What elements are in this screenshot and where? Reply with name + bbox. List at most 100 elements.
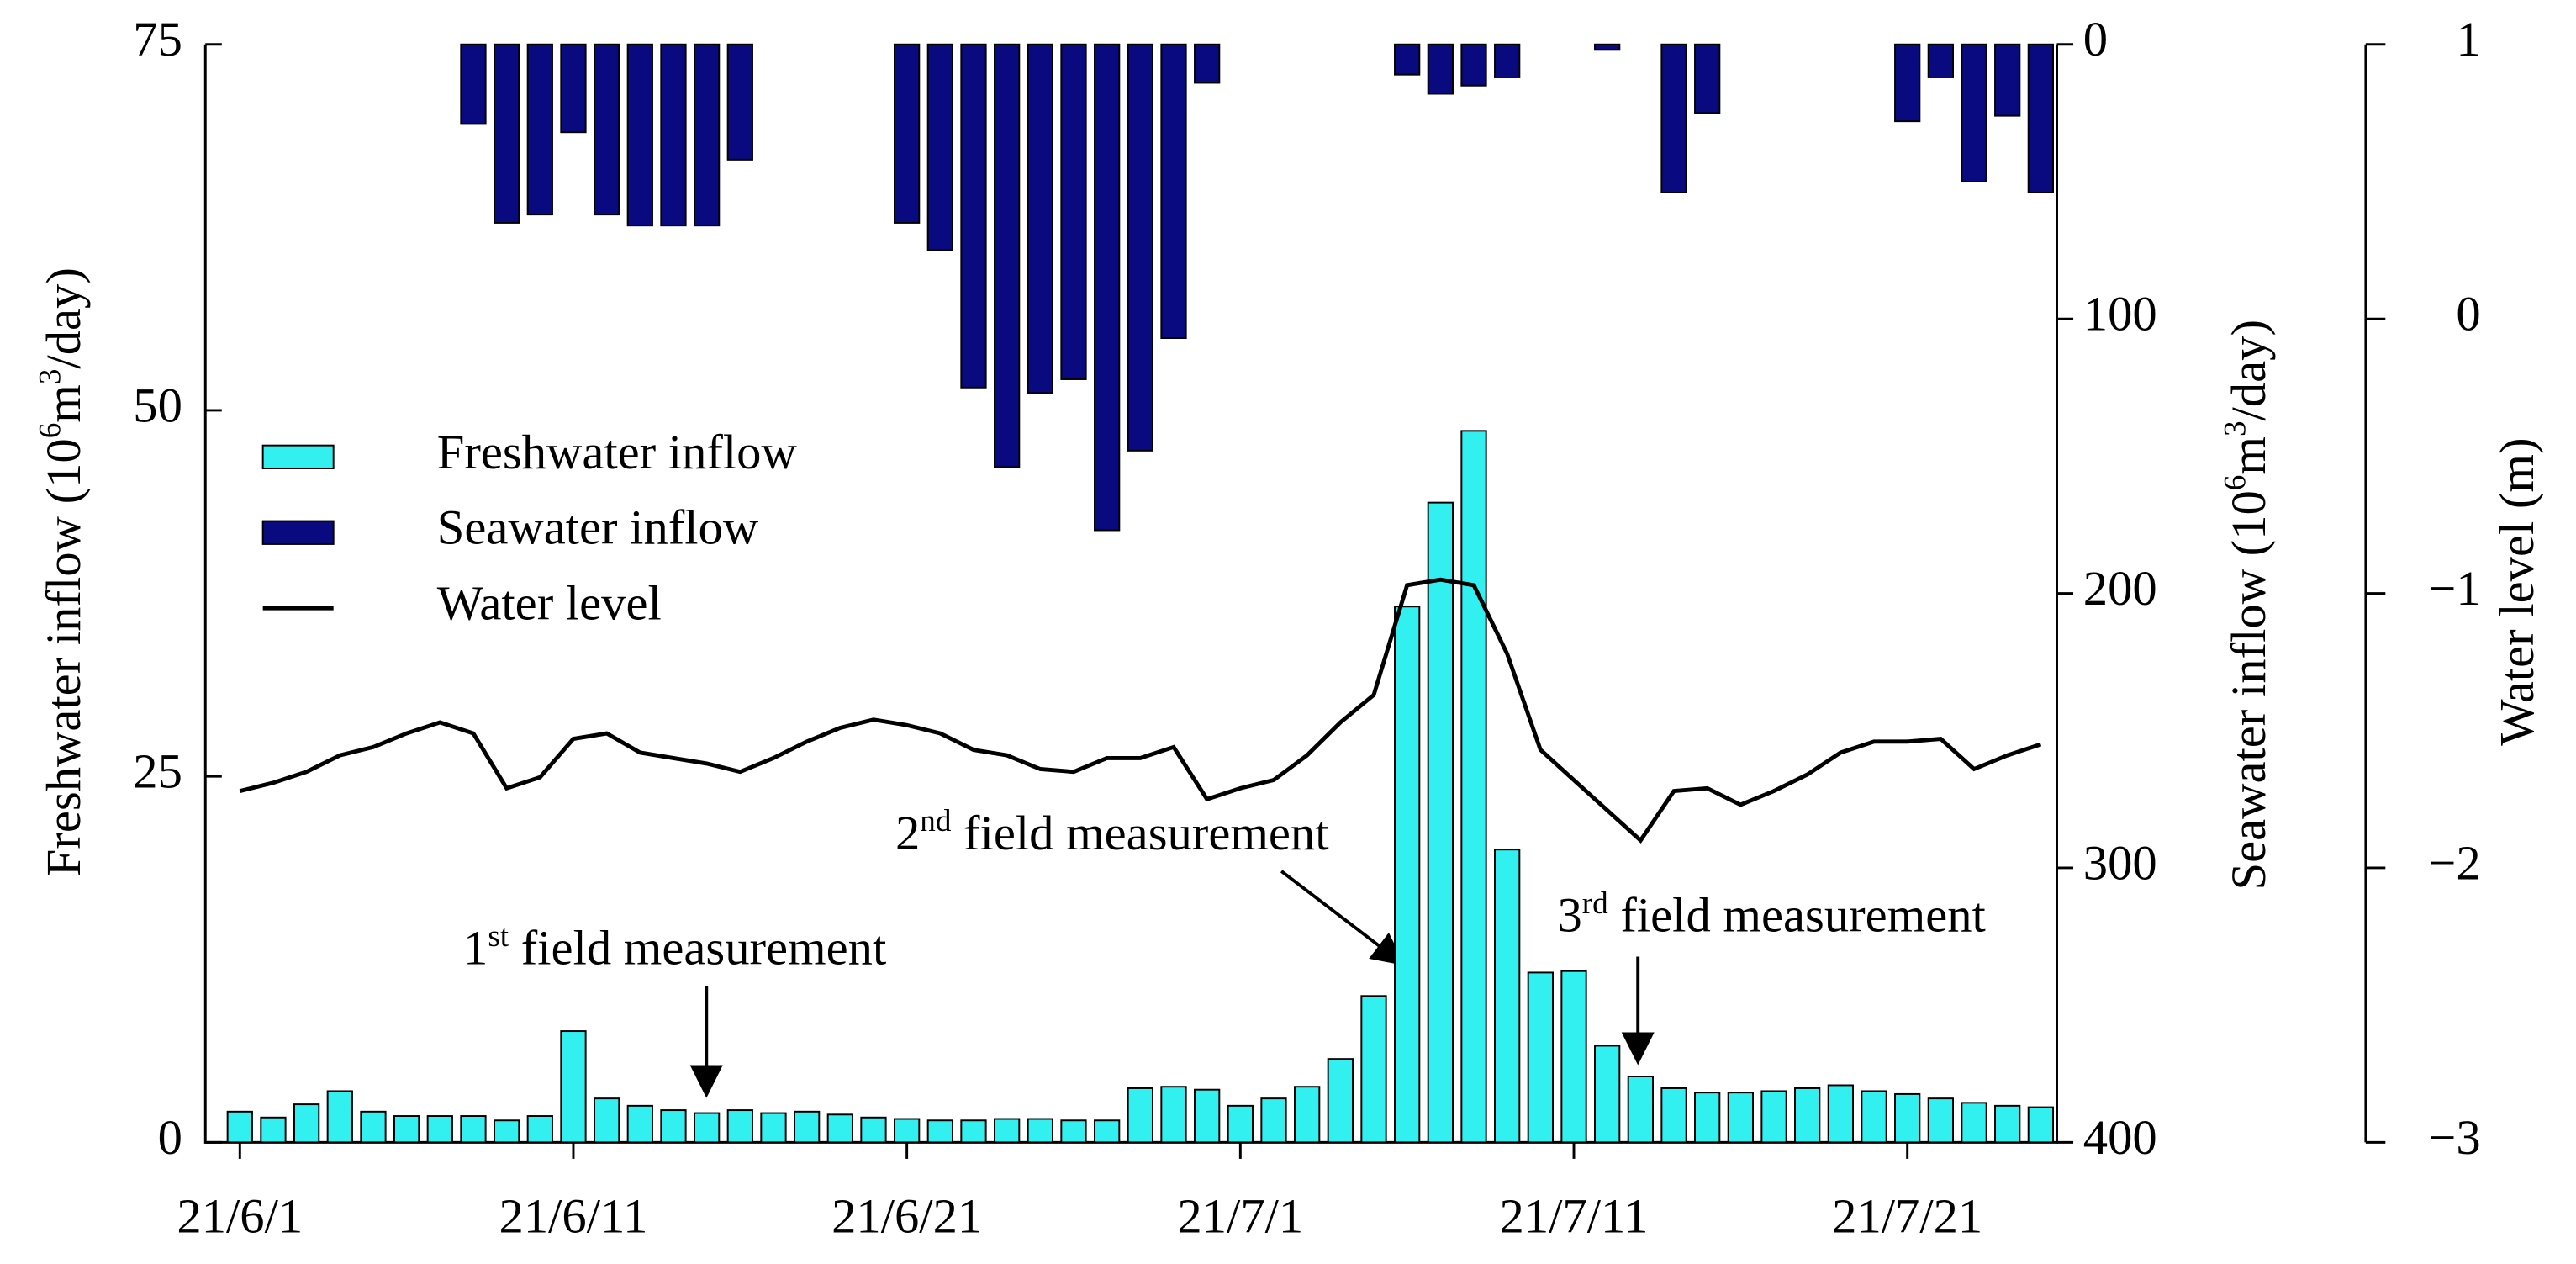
bar <box>860 1116 887 1144</box>
y-tick-label: 0 <box>158 1110 182 1165</box>
bar <box>1260 1097 1287 1144</box>
bar <box>1427 501 1454 1144</box>
bar <box>960 43 987 389</box>
bar <box>726 1109 753 1144</box>
bar <box>594 1097 620 1144</box>
bar <box>994 43 1021 468</box>
y3-tick-label: −1 <box>2428 561 2480 616</box>
x-tick-label: 21/6/1 <box>177 1189 303 1244</box>
bar <box>1760 1090 1787 1144</box>
bar <box>660 1109 687 1144</box>
bar <box>1894 1092 1921 1144</box>
bar <box>1660 1087 1687 1144</box>
bar <box>1660 43 1687 194</box>
legend-label: Freshwater inflow <box>437 425 798 479</box>
bar <box>1927 1097 1954 1144</box>
y2-tick-label: 300 <box>2083 835 2157 890</box>
bar <box>526 43 553 216</box>
bar <box>460 1115 487 1144</box>
bar <box>1694 43 1721 114</box>
bar <box>1794 1087 1821 1144</box>
legend-swatch <box>261 444 335 470</box>
bar <box>393 1115 420 1144</box>
x-tick-label: 21/6/21 <box>831 1189 982 1244</box>
bar <box>926 43 953 251</box>
bar <box>560 1030 587 1144</box>
bar <box>1394 43 1421 76</box>
bar <box>594 43 620 216</box>
bar <box>1094 1119 1121 1144</box>
bar <box>1827 1084 1854 1144</box>
bar <box>560 43 587 134</box>
y2-axis-label: Seawater inflow (106m3/day) <box>2218 320 2276 890</box>
bar <box>894 43 921 224</box>
y3-tick-label: −3 <box>2428 1110 2480 1165</box>
bar <box>1460 430 1487 1144</box>
bar <box>1460 43 1487 87</box>
bar <box>293 1103 320 1144</box>
bar <box>1060 1119 1087 1144</box>
bar <box>726 43 753 161</box>
bar <box>1160 1086 1187 1144</box>
y2-tick-label: 100 <box>2083 287 2157 341</box>
bar <box>526 1115 553 1144</box>
bar <box>1927 43 1954 78</box>
legend-label: Water level <box>437 576 662 631</box>
bar <box>794 1110 821 1144</box>
y2-tick-label: 200 <box>2083 561 2157 616</box>
bar <box>1094 43 1121 532</box>
bar <box>494 1119 520 1144</box>
bar <box>1060 43 1087 380</box>
bar <box>1994 1104 2021 1144</box>
bar <box>1594 1045 1621 1144</box>
bar <box>1694 1092 1721 1144</box>
bar <box>226 1110 253 1144</box>
bar <box>1194 43 1221 84</box>
bar <box>1160 43 1187 339</box>
bar <box>694 43 721 227</box>
x-tick-label: 21/7/21 <box>1832 1189 1982 1244</box>
bar <box>1227 1104 1254 1144</box>
bar <box>1127 43 1153 452</box>
bar <box>894 1118 921 1144</box>
annotation: 1st field measurement <box>463 919 886 976</box>
y3-tick-label: 1 <box>2456 12 2480 66</box>
bar <box>626 1104 653 1144</box>
bar <box>1027 1118 1053 1144</box>
legend-label: Seawater inflow <box>437 500 759 555</box>
bar <box>1894 43 1921 123</box>
y2-tick-label: 0 <box>2083 12 2108 66</box>
bar <box>460 43 487 125</box>
bar <box>2027 1106 2054 1144</box>
annotation: 3rd field measurement <box>1557 886 1985 943</box>
bar <box>360 1110 387 1144</box>
y-tick-label: 75 <box>133 12 182 66</box>
bar <box>1527 971 1554 1144</box>
bar <box>1560 970 1587 1144</box>
bar <box>926 1119 953 1144</box>
bar <box>1027 43 1053 394</box>
bar <box>826 1113 853 1144</box>
bar <box>1994 43 2021 117</box>
bar <box>494 43 520 224</box>
bar <box>1427 43 1454 95</box>
bar <box>1494 43 1521 78</box>
bar <box>1961 1102 1987 1144</box>
y3-axis-label: Water level (m) <box>2489 437 2544 745</box>
bar <box>994 1118 1021 1144</box>
bar <box>260 1116 287 1144</box>
annotation: 2nd field measurement <box>895 804 1329 861</box>
y-tick-label: 25 <box>133 744 182 799</box>
bar <box>694 1112 721 1144</box>
bar <box>660 43 687 227</box>
bar <box>1861 1090 1887 1144</box>
x-tick-label: 21/7/11 <box>1500 1189 1649 1244</box>
bar <box>326 1090 353 1144</box>
bar <box>1494 849 1521 1144</box>
bar <box>1394 606 1421 1144</box>
bar <box>1127 1087 1153 1144</box>
x-tick-label: 21/6/11 <box>499 1189 648 1244</box>
bar <box>760 1112 787 1144</box>
